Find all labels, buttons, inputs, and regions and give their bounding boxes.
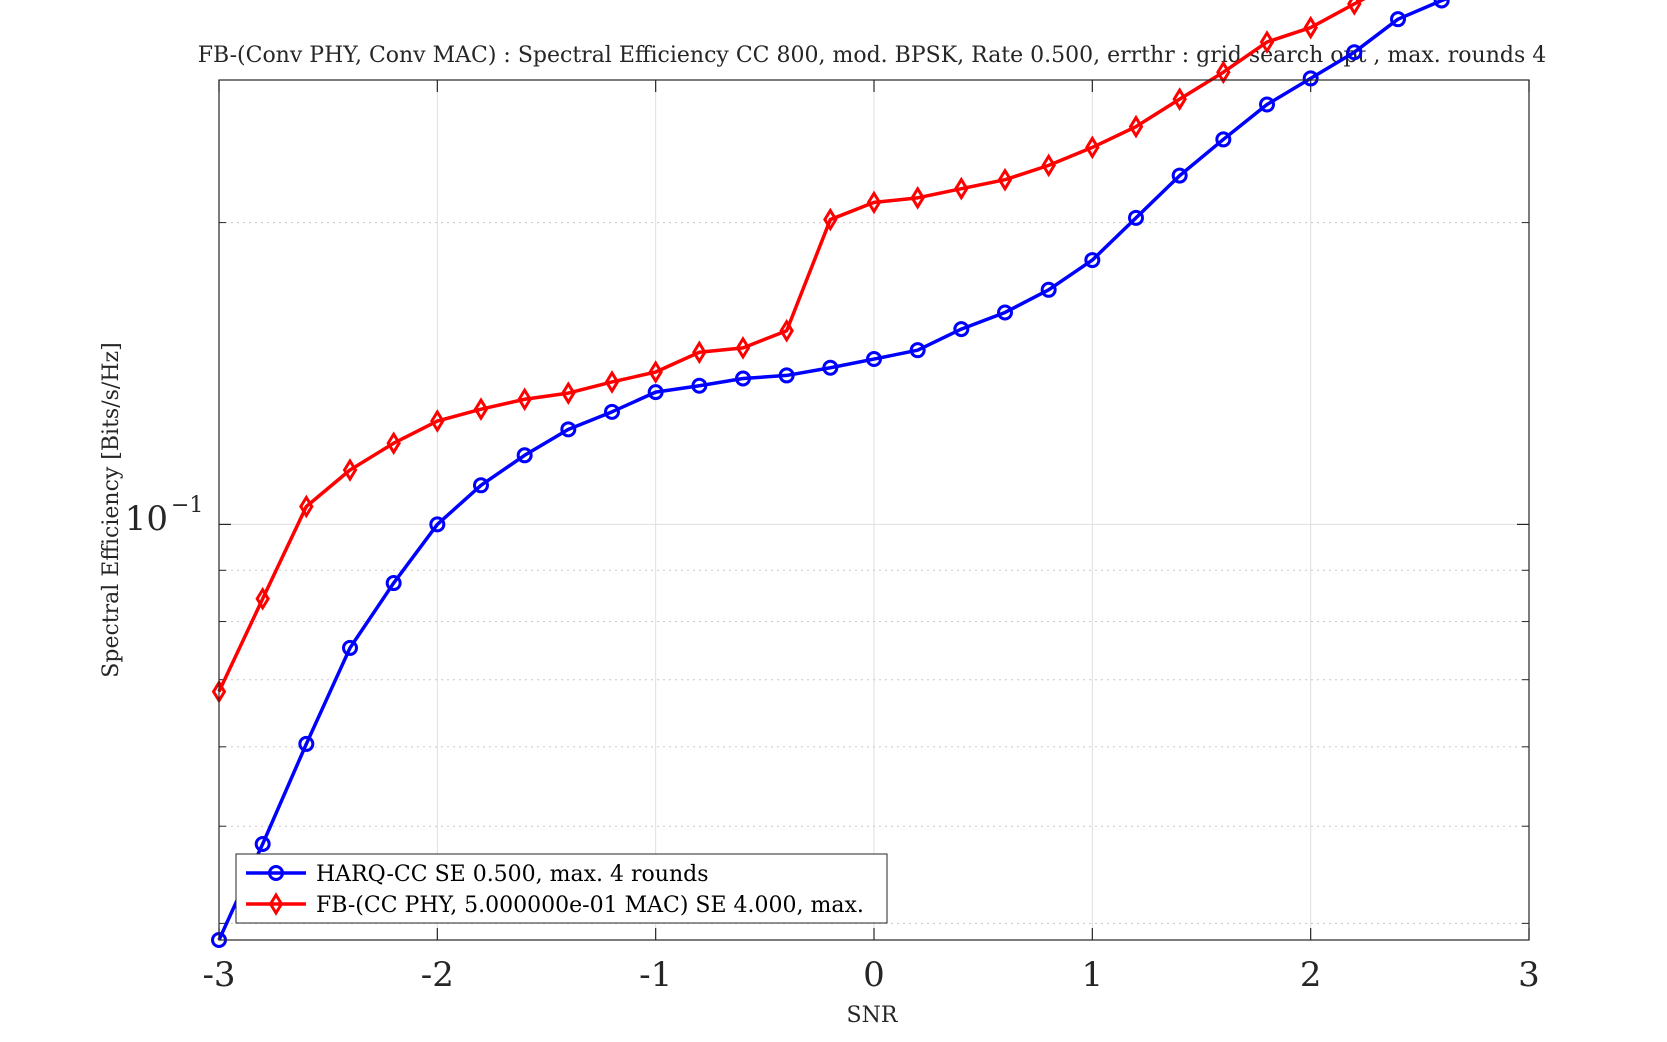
x-tick-label: 0 [863,955,885,995]
x-tick-label: -2 [421,955,454,995]
x-tick-label: 2 [1300,955,1322,995]
x-tick-label: 1 [1082,955,1104,995]
y-tick-label-exponent: −1 [171,493,203,518]
x-tick-label: -3 [202,955,235,995]
plot-area [213,0,1536,946]
legend-label: FB-(CC PHY, 5.000000e-01 MAC) SE 4.000, … [316,893,864,918]
x-axis-label: SNR [847,1003,899,1028]
y-axis-label: Spectral Efficiency [Bits/s/Hz] [99,342,124,677]
legend-item-2: FB-(CC PHY, 5.000000e-01 MAC) SE 4.000, … [246,893,864,918]
legend-item-1: HARQ-CC SE 0.500, max. 4 rounds [246,862,709,887]
chart-title: FB-(Conv PHY, Conv MAC) : Spectral Effic… [198,43,1546,68]
x-tick-label: -1 [639,955,672,995]
legend: HARQ-CC SE 0.500, max. 4 rounds FB-(CC PH… [236,854,887,923]
legend-label: HARQ-CC SE 0.500, max. 4 rounds [316,862,709,887]
y-tick-label-base: 10 [125,499,168,539]
x-tick-label: 3 [1518,955,1540,995]
